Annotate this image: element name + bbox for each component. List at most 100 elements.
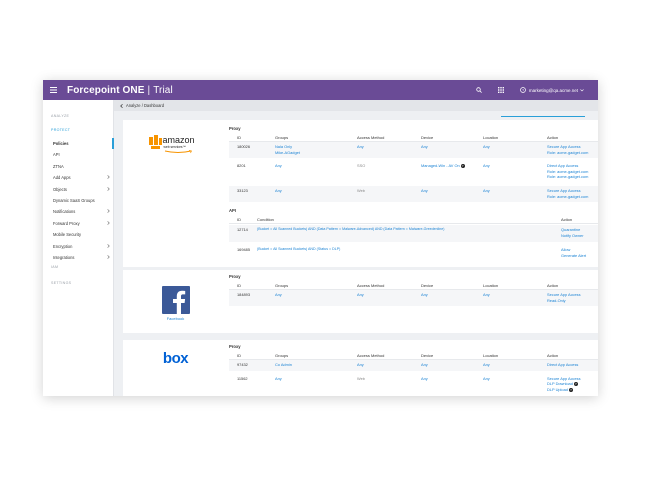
sidebar-item-forward-proxy[interactable]: Forward Proxy bbox=[43, 218, 114, 229]
group-link[interactable]: Nala Only bbox=[275, 144, 293, 149]
group-link[interactable]: Any bbox=[275, 375, 282, 381]
action-link[interactable]: Role: acme-gadget.com bbox=[547, 168, 589, 174]
api-action-link[interactable]: Allow bbox=[561, 247, 571, 253]
menu-icon[interactable] bbox=[43, 80, 63, 100]
sidebar-item-label: Add Apps bbox=[53, 175, 71, 181]
device-link[interactable]: Any bbox=[421, 375, 428, 381]
row-background bbox=[229, 186, 598, 203]
sidebar-section-analyze[interactable]: ANALYZE bbox=[51, 114, 70, 118]
access-method[interactable]: Any bbox=[357, 144, 364, 149]
api-condition[interactable]: (Bucket = All Scanned Buckets) AND (Data… bbox=[257, 227, 445, 232]
sidebar-item-mobile-security[interactable]: Mobile Security bbox=[43, 229, 114, 240]
sidebar-item-dynamic-saas-groups[interactable]: Dynamic SaaS Groups bbox=[43, 195, 114, 206]
column-header-device: Device bbox=[421, 353, 434, 358]
api-policy-id[interactable]: 169485 bbox=[237, 247, 250, 253]
active-tab-indicator bbox=[501, 116, 585, 117]
policy-id[interactable]: 180026 bbox=[237, 144, 250, 149]
help-icon[interactable]: ? bbox=[520, 87, 526, 93]
access-method[interactable]: Any bbox=[357, 292, 364, 297]
access-method[interactable]: Web bbox=[357, 188, 365, 193]
row-background bbox=[229, 142, 598, 159]
group-link[interactable]: Co Admin bbox=[275, 362, 292, 367]
access-method[interactable]: Web bbox=[357, 375, 365, 381]
location-link[interactable]: Any bbox=[483, 188, 490, 193]
help-icon[interactable]: ? bbox=[460, 164, 465, 169]
device-link[interactable]: Any bbox=[421, 362, 428, 367]
amazon-sub-wordmark: web services™ bbox=[163, 145, 186, 149]
api-condition[interactable]: (Bucket = All Scanned Buckets) AND (Stat… bbox=[257, 247, 341, 252]
action-link[interactable]: Role: acme-gadget.com bbox=[547, 149, 589, 155]
sidebar-item-label: Notifications bbox=[53, 209, 76, 215]
sidebar: ANALYZE PROTECT Policies API ZTNA Add Apps O… bbox=[43, 100, 114, 396]
group-link[interactable]: Mike-AGadget bbox=[275, 149, 300, 155]
breadcrumb-text[interactable]: Analyze / Dashboard bbox=[126, 103, 165, 108]
location-link[interactable]: Any bbox=[483, 163, 490, 169]
action-link[interactable]: DLP Upload? bbox=[547, 386, 573, 392]
proxy-section-label: Proxy bbox=[229, 274, 241, 279]
sidebar-item-notifications[interactable]: Notifications bbox=[43, 206, 114, 217]
help-icon[interactable]: ? bbox=[568, 387, 573, 392]
sidebar-section-iam[interactable]: IAM bbox=[51, 265, 59, 269]
policy-id[interactable]: 11562 bbox=[237, 375, 248, 381]
api-policy-id[interactable]: 12714 bbox=[237, 227, 248, 233]
api-action-link[interactable]: Quarantine bbox=[561, 227, 581, 233]
location-link[interactable]: Any bbox=[483, 292, 490, 297]
action-link[interactable]: Secure App Access bbox=[547, 144, 581, 149]
brand-name: Forcepoint ONE bbox=[67, 84, 145, 96]
access-method[interactable]: Any bbox=[357, 362, 364, 367]
proxy-section-label: Proxy bbox=[229, 344, 241, 349]
api-action-link[interactable]: Notify Owner bbox=[561, 232, 584, 238]
chevron-right-icon bbox=[107, 243, 110, 249]
group-link[interactable]: Any bbox=[275, 188, 282, 193]
sidebar-item-add-apps[interactable]: Add Apps bbox=[43, 172, 114, 183]
action-link[interactable]: Secure App Access bbox=[547, 188, 581, 193]
access-method[interactable]: SSO bbox=[357, 163, 366, 169]
sidebar-item-integrations[interactable]: Integrations bbox=[43, 252, 114, 263]
action-link[interactable]: Role: acme-gadget.com bbox=[547, 174, 589, 180]
sidebar-item-api[interactable]: API bbox=[43, 149, 114, 160]
sidebar-item-policies[interactable]: Policies bbox=[43, 138, 114, 149]
facebook-icon bbox=[161, 286, 190, 314]
policy-id[interactable]: 97432 bbox=[237, 362, 248, 367]
group-link[interactable]: Any bbox=[275, 163, 282, 169]
action-link[interactable]: DLP Download? bbox=[547, 381, 578, 387]
location-link[interactable]: Any bbox=[483, 362, 490, 367]
device-link[interactable]: Any bbox=[421, 188, 428, 193]
user-menu[interactable]: marketing@qa.acme.net bbox=[529, 80, 584, 100]
sidebar-item-objects[interactable]: Objects bbox=[43, 184, 114, 195]
column-header-id: ID bbox=[237, 283, 241, 288]
column-header-access: Access Method bbox=[357, 353, 385, 358]
help-icon[interactable]: ? bbox=[573, 382, 578, 387]
sidebar-section-protect[interactable]: PROTECT bbox=[51, 128, 71, 132]
sidebar-item-label: API bbox=[53, 152, 60, 158]
policy-id[interactable]: 8201 bbox=[237, 163, 246, 169]
policy-id[interactable]: 33123 bbox=[237, 188, 248, 193]
proxy-section-label: Proxy bbox=[229, 126, 241, 131]
api-action-link[interactable]: Generate Alert bbox=[561, 253, 587, 258]
facebook-logo: Facebook bbox=[123, 286, 228, 321]
action-link[interactable]: Direct App Access bbox=[547, 163, 579, 169]
device-link[interactable]: Any bbox=[421, 144, 428, 149]
group-link[interactable]: Any bbox=[275, 292, 282, 297]
location-link[interactable]: Any bbox=[483, 375, 490, 381]
back-chevron-icon[interactable] bbox=[120, 103, 123, 108]
sidebar-item-encryption[interactable]: Encryption bbox=[43, 241, 114, 252]
action-link[interactable]: Secure App Access bbox=[547, 292, 581, 297]
action-link[interactable]: Direct App Access bbox=[547, 362, 579, 367]
sidebar-item-ztna[interactable]: ZTNA bbox=[43, 161, 114, 172]
action-link[interactable]: Read-Only bbox=[547, 297, 566, 303]
app-window: Forcepoint ONE | Trial ? marketing@qa.acme… bbox=[43, 80, 598, 396]
sidebar-section-settings[interactable]: SETTINGS bbox=[51, 281, 72, 285]
policy-id[interactable]: 184893 bbox=[237, 292, 250, 297]
device-link[interactable]: Any bbox=[421, 292, 428, 297]
location-link[interactable]: Any bbox=[483, 144, 490, 149]
api-column-header-condition: Condition bbox=[257, 217, 274, 223]
search-icon[interactable] bbox=[476, 87, 482, 93]
column-header-location: Location bbox=[483, 283, 499, 288]
device-link[interactable]: Managed-Win - AV On? bbox=[421, 163, 465, 169]
apps-grid-icon[interactable] bbox=[498, 87, 504, 93]
trial-label: Trial bbox=[153, 84, 173, 96]
action-link[interactable]: Role: acme-gadget.com bbox=[547, 193, 589, 199]
action-link[interactable]: Secure App Access bbox=[547, 375, 581, 381]
facebook-caption: Facebook bbox=[166, 316, 185, 321]
